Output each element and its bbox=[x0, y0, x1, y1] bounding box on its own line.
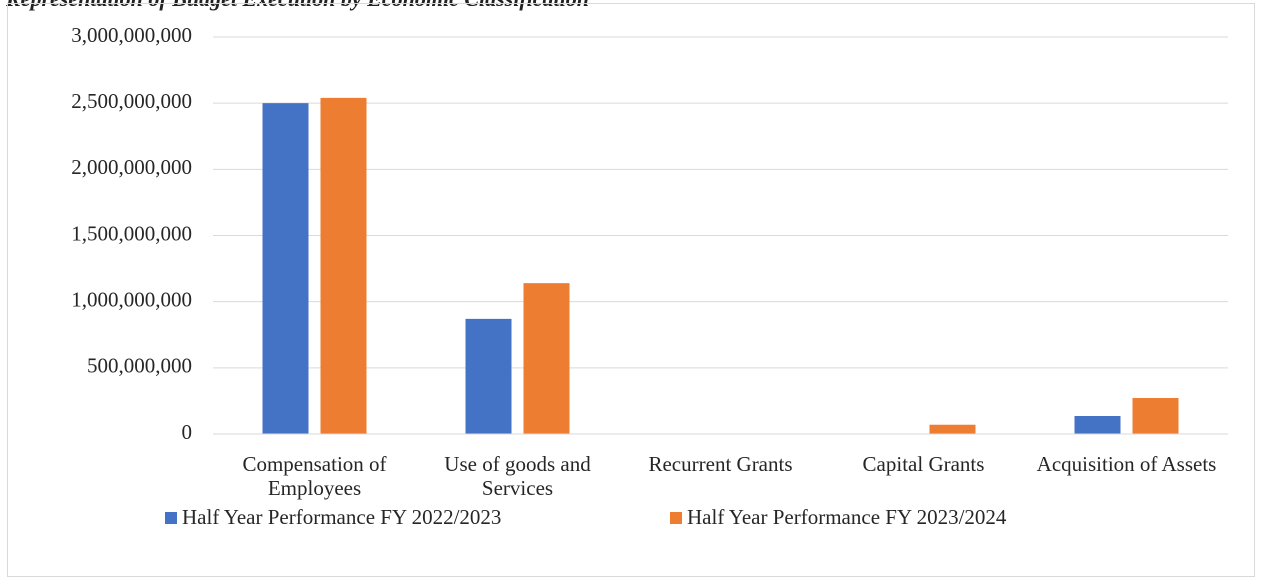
y-tick-label: 1,000,000,000 bbox=[71, 287, 192, 311]
bar bbox=[465, 318, 512, 434]
legend-swatch bbox=[670, 512, 682, 524]
x-tick-label: Acquisition of Assets bbox=[1036, 452, 1217, 476]
bar bbox=[523, 283, 570, 434]
y-tick-label: 2,500,000,000 bbox=[71, 89, 192, 113]
bar bbox=[1074, 416, 1121, 434]
bar bbox=[320, 97, 367, 434]
x-tick-label: Capital Grants bbox=[862, 452, 985, 476]
chart-title: Representation of Budget Execution by Ec… bbox=[6, 0, 589, 12]
y-tick-label: 3,000,000,000 bbox=[71, 23, 192, 47]
bar bbox=[929, 424, 976, 434]
y-tick-label: 0 bbox=[182, 420, 193, 444]
y-tick-label: 1,500,000,000 bbox=[71, 221, 192, 245]
x-tick-label: Compensation of Employees bbox=[242, 452, 387, 500]
legend-swatch bbox=[165, 512, 177, 524]
y-tick-label: 2,000,000,000 bbox=[71, 155, 192, 179]
y-tick-label: 500,000,000 bbox=[87, 354, 192, 378]
chart-border bbox=[7, 3, 1255, 577]
bar bbox=[1132, 398, 1179, 434]
bar bbox=[262, 103, 309, 435]
x-tick-label: Use of goods and Services bbox=[444, 452, 591, 500]
legend-label: Half Year Performance FY 2023/2024 bbox=[687, 505, 1007, 529]
x-tick-label: Recurrent Grants bbox=[648, 452, 793, 476]
legend-label: Half Year Performance FY 2022/2023 bbox=[182, 505, 501, 529]
